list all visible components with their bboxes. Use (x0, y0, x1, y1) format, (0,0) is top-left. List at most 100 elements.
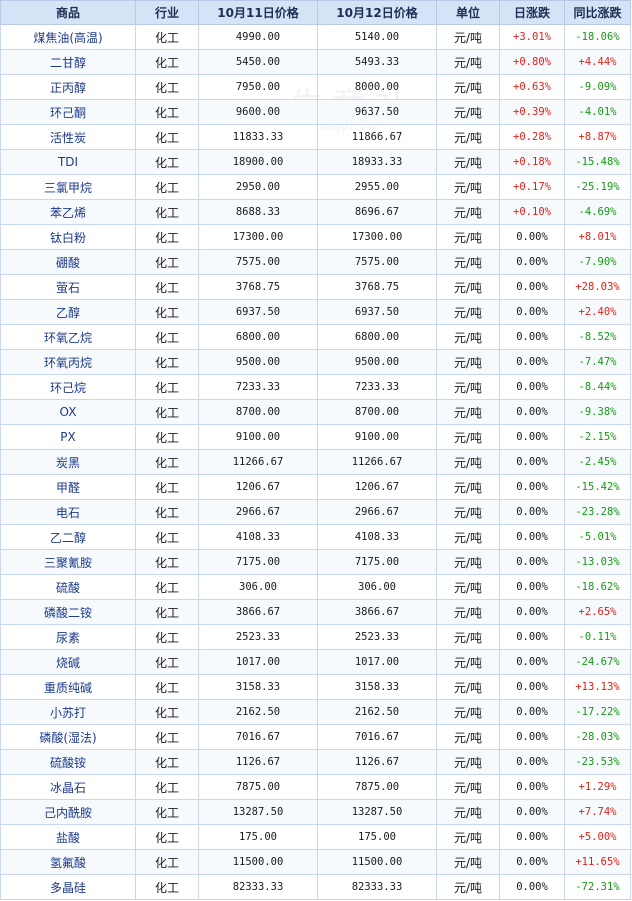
table-row: OX 化工 8700.00 8700.00 元/吨 0.00% -9.38% (0, 399, 631, 425)
commodity-name-link[interactable]: 小苏打 (0, 699, 136, 725)
unit-cell: 元/吨 (436, 174, 500, 200)
commodity-name-link[interactable]: 二甘醇 (0, 49, 136, 75)
table-row: 炭黑 化工 11266.67 11266.67 元/吨 0.00% -2.45% (0, 449, 631, 475)
industry-cell: 化工 (135, 399, 199, 425)
yoy-change-cell: -18.62% (564, 574, 631, 600)
price-oct12-cell: 5140.00 (317, 24, 437, 50)
commodity-name-link[interactable]: 电石 (0, 499, 136, 525)
table-row: 环氧乙烷 化工 6800.00 6800.00 元/吨 0.00% -8.52% (0, 324, 631, 350)
commodity-name-link[interactable]: 氢氟酸 (0, 849, 136, 875)
price-oct11-cell: 6937.50 (198, 299, 318, 325)
table-row: 尿素 化工 2523.33 2523.33 元/吨 0.00% -0.11% (0, 624, 631, 650)
daily-change-cell: 0.00% (499, 474, 565, 500)
header-price-oct11[interactable]: 10月11日价格 (198, 0, 318, 25)
commodity-name-link[interactable]: 烧碱 (0, 649, 136, 675)
industry-cell: 化工 (135, 749, 199, 775)
commodity-name-link[interactable]: PX (0, 424, 136, 450)
header-commodity[interactable]: 商品 (0, 0, 136, 25)
price-oct11-cell: 11500.00 (198, 849, 318, 875)
industry-cell: 化工 (135, 474, 199, 500)
daily-change-cell: 0.00% (499, 299, 565, 325)
price-oct11-cell: 3768.75 (198, 274, 318, 300)
commodity-name-link[interactable]: 煤焦油(高温) (0, 24, 136, 50)
yoy-change-cell: -17.22% (564, 699, 631, 725)
commodity-name-link[interactable]: 多晶硅 (0, 874, 136, 900)
daily-change-cell: +3.01% (499, 24, 565, 50)
price-oct11-cell: 82333.33 (198, 874, 318, 900)
header-daily-change[interactable]: 日涨跌 (499, 0, 565, 25)
yoy-change-cell: +13.13% (564, 674, 631, 700)
price-oct11-cell: 6800.00 (198, 324, 318, 350)
daily-change-cell: 0.00% (499, 874, 565, 900)
commodity-name-link[interactable]: 三氯甲烷 (0, 174, 136, 200)
daily-change-cell: 0.00% (499, 649, 565, 675)
industry-cell: 化工 (135, 149, 199, 175)
price-oct12-cell: 7875.00 (317, 774, 437, 800)
unit-cell: 元/吨 (436, 699, 500, 725)
price-oct12-cell: 2523.33 (317, 624, 437, 650)
yoy-change-cell: -72.31% (564, 874, 631, 900)
header-yoy-change[interactable]: 同比涨跌 (564, 0, 631, 25)
commodity-name-link[interactable]: 磷酸二铵 (0, 599, 136, 625)
price-oct12-cell: 2162.50 (317, 699, 437, 725)
yoy-change-cell: +1.29% (564, 774, 631, 800)
unit-cell: 元/吨 (436, 449, 500, 475)
industry-cell: 化工 (135, 174, 199, 200)
industry-cell: 化工 (135, 349, 199, 375)
commodity-name-link[interactable]: 硫酸 (0, 574, 136, 600)
price-oct12-cell: 13287.50 (317, 799, 437, 825)
commodity-name-link[interactable]: 磷酸(湿法) (0, 724, 136, 750)
commodity-name-link[interactable]: 环己酮 (0, 99, 136, 125)
industry-cell: 化工 (135, 99, 199, 125)
daily-change-cell: 0.00% (499, 374, 565, 400)
unit-cell: 元/吨 (436, 799, 500, 825)
price-oct11-cell: 2523.33 (198, 624, 318, 650)
daily-change-cell: +0.18% (499, 149, 565, 175)
commodity-name-link[interactable]: 环氧乙烷 (0, 324, 136, 350)
header-price-oct12[interactable]: 10月12日价格 (317, 0, 437, 25)
commodity-name-link[interactable]: 己内酰胺 (0, 799, 136, 825)
price-oct11-cell: 18900.00 (198, 149, 318, 175)
commodity-name-link[interactable]: 炭黑 (0, 449, 136, 475)
table-row: 萤石 化工 3768.75 3768.75 元/吨 0.00% +28.03% (0, 274, 631, 300)
commodity-name-link[interactable]: 重质纯碱 (0, 674, 136, 700)
commodity-name-link[interactable]: 硫酸铵 (0, 749, 136, 775)
commodity-name-link[interactable]: 环氧丙烷 (0, 349, 136, 375)
yoy-change-cell: +8.01% (564, 224, 631, 250)
commodity-name-link[interactable]: 环己烷 (0, 374, 136, 400)
header-unit[interactable]: 单位 (436, 0, 500, 25)
price-oct12-cell: 3158.33 (317, 674, 437, 700)
commodity-name-link[interactable]: 尿素 (0, 624, 136, 650)
unit-cell: 元/吨 (436, 649, 500, 675)
commodity-name-link[interactable]: 钛白粉 (0, 224, 136, 250)
unit-cell: 元/吨 (436, 524, 500, 550)
industry-cell: 化工 (135, 574, 199, 600)
commodity-name-link[interactable]: 盐酸 (0, 824, 136, 850)
table-row: PX 化工 9100.00 9100.00 元/吨 0.00% -2.15% (0, 424, 631, 450)
commodity-name-link[interactable]: 正丙醇 (0, 74, 136, 100)
commodity-name-link[interactable]: 三聚氰胺 (0, 549, 136, 575)
commodity-name-link[interactable]: 苯乙烯 (0, 199, 136, 225)
commodity-name-link[interactable]: 乙醇 (0, 299, 136, 325)
header-industry[interactable]: 行业 (135, 0, 199, 25)
price-oct12-cell: 2966.67 (317, 499, 437, 525)
unit-cell: 元/吨 (436, 124, 500, 150)
commodity-name-link[interactable]: 萤石 (0, 274, 136, 300)
yoy-change-cell: -9.09% (564, 74, 631, 100)
table-row: 硼酸 化工 7575.00 7575.00 元/吨 0.00% -7.90% (0, 249, 631, 275)
commodity-name-link[interactable]: 硼酸 (0, 249, 136, 275)
yoy-change-cell: -0.11% (564, 624, 631, 650)
price-oct12-cell: 1017.00 (317, 649, 437, 675)
commodity-name-link[interactable]: 活性炭 (0, 124, 136, 150)
price-oct11-cell: 2966.67 (198, 499, 318, 525)
price-oct12-cell: 11266.67 (317, 449, 437, 475)
commodity-name-link[interactable]: 乙二醇 (0, 524, 136, 550)
price-oct12-cell: 6800.00 (317, 324, 437, 350)
commodity-name-link[interactable]: TDI (0, 149, 136, 175)
yoy-change-cell: -2.45% (564, 449, 631, 475)
yoy-change-cell: -4.69% (564, 199, 631, 225)
table-row: 钛白粉 化工 17300.00 17300.00 元/吨 0.00% +8.01% (0, 224, 631, 250)
commodity-name-link[interactable]: OX (0, 399, 136, 425)
commodity-name-link[interactable]: 甲醛 (0, 474, 136, 500)
commodity-name-link[interactable]: 冰晶石 (0, 774, 136, 800)
